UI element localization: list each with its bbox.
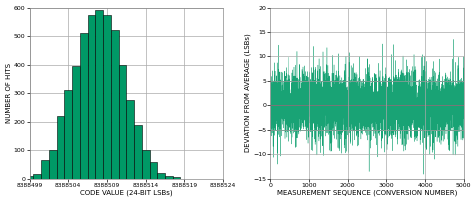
Bar [41, 160, 49, 179]
Bar [72, 66, 79, 179]
X-axis label: MEASUREMENT SEQUENCE (CONVERSION NUMBER): MEASUREMENT SEQUENCE (CONVERSION NUMBER) [276, 190, 456, 196]
Bar [79, 33, 88, 179]
Y-axis label: DEVIATION FROM AVERAGE (LSBs): DEVIATION FROM AVERAGE (LSBs) [244, 34, 250, 153]
X-axis label: CODE VALUE (24-BIT LSBs): CODE VALUE (24-BIT LSBs) [80, 190, 172, 196]
Bar [49, 150, 57, 179]
Bar [157, 173, 165, 179]
Bar [64, 90, 72, 179]
Bar [103, 15, 110, 179]
Y-axis label: NUMBER OF HITS: NUMBER OF HITS [6, 63, 11, 123]
Bar [134, 124, 141, 179]
Bar [165, 176, 172, 179]
Bar [26, 176, 33, 179]
Bar [33, 174, 41, 179]
Bar [149, 162, 157, 179]
Bar [126, 100, 134, 179]
Bar [88, 15, 95, 179]
Bar [110, 30, 119, 179]
Bar [119, 65, 126, 179]
Bar [172, 177, 180, 179]
Bar [141, 150, 149, 179]
Bar [95, 11, 103, 179]
Bar [57, 116, 64, 179]
